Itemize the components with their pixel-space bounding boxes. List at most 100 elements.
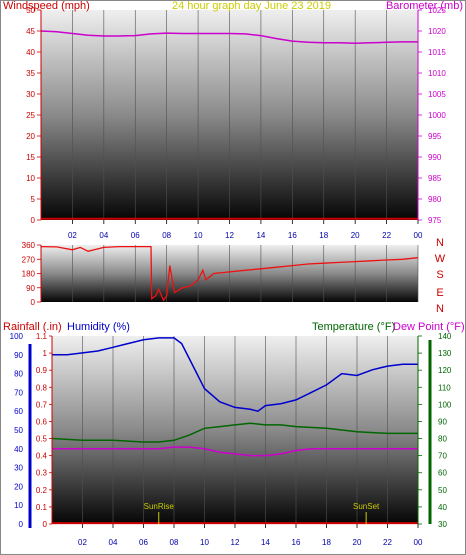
- humidity-tick-label: 60: [14, 407, 23, 416]
- rainfall-tick-label: 0.2: [36, 486, 48, 495]
- windspeed-tick-label: 5: [31, 195, 36, 204]
- rainfall-tick-label: 1.1: [36, 332, 48, 341]
- x-tick-label: 18: [319, 231, 328, 240]
- rainfall-axis-label: Rainfall (.in): [3, 321, 62, 333]
- direction-tick-label: 180: [22, 270, 36, 279]
- barometer-tick-label: 1015: [428, 48, 446, 57]
- rainfall-tick-label: 1: [43, 349, 48, 358]
- temperature-tick-label: 130: [438, 349, 452, 358]
- barometer-tick-label: 1000: [428, 111, 446, 120]
- x-tick-label: 06: [139, 538, 148, 547]
- windspeed-axis-label: Windspeed (mph): [3, 0, 90, 12]
- x-tick-label: 00: [414, 231, 423, 240]
- windspeed-tick-label: 35: [26, 69, 35, 78]
- x-tick-label: 04: [99, 231, 108, 240]
- x-tick-label: 14: [261, 538, 270, 547]
- humidity-tick-label: 20: [14, 482, 23, 491]
- humidity-tick-label: 90: [14, 351, 23, 360]
- x-tick-label: 16: [292, 538, 301, 547]
- direction-tick-label: 270: [22, 255, 36, 264]
- rainfall-tick-label: 0.9: [36, 366, 48, 375]
- sunset-label: SunSet: [353, 502, 380, 511]
- windspeed-tick-label: 45: [26, 27, 35, 36]
- temperature-tick-label: 110: [438, 383, 451, 392]
- rainfall-tick-label: 0.8: [36, 383, 48, 392]
- barometer-tick-label: 1025: [428, 6, 446, 15]
- temperature-tick-label: 70: [438, 452, 447, 461]
- compass-label: E: [436, 287, 443, 299]
- wind-direction-series-line: [40, 245, 419, 302]
- direction-tick-label: 360: [22, 241, 36, 250]
- x-tick-label: 10: [194, 231, 203, 240]
- rainfall-tick-label: 0.7: [36, 400, 48, 409]
- barometer-tick-label: 1010: [428, 69, 446, 78]
- x-tick-label: 20: [353, 538, 362, 547]
- windspeed-tick-label: 10: [26, 174, 35, 183]
- barometer-tick-label: 1020: [428, 27, 446, 36]
- barometer-tick-label: 975: [428, 216, 442, 225]
- temperature-tick-label: 80: [438, 435, 447, 444]
- windspeed-tick-label: 25: [26, 111, 35, 120]
- x-tick-label: 08: [170, 538, 179, 547]
- dewpoint-series-line: [52, 446, 418, 457]
- compass-label: N: [436, 303, 444, 315]
- humidity-tick-label: 0: [19, 520, 24, 529]
- windspeed-tick-label: 40: [26, 48, 35, 57]
- windspeed-tick-label: 15: [26, 153, 35, 162]
- humidity-tick-label: 30: [14, 464, 23, 473]
- barometer-tick-label: 990: [428, 153, 442, 162]
- x-tick-label: 06: [131, 231, 140, 240]
- temperature-tick-label: 100: [438, 400, 452, 409]
- sunrise-label: SunRise: [144, 502, 175, 511]
- humidity-tick-label: 40: [14, 445, 23, 454]
- x-tick-label: 16: [288, 231, 297, 240]
- humidity-tick-label: 70: [14, 388, 23, 397]
- barometer-tick-label: 995: [428, 132, 442, 141]
- rainfall-tick-label: 0.3: [36, 469, 48, 478]
- x-tick-label: 18: [322, 538, 331, 547]
- x-tick-label: 10: [200, 538, 209, 547]
- humidity-tick-label: 100: [10, 332, 24, 341]
- rainfall-tick-label: 0.5: [36, 435, 48, 444]
- x-tick-label: 12: [231, 538, 240, 547]
- humidity-tick-label: 50: [14, 426, 23, 435]
- barometer-tick-label: 1005: [428, 90, 446, 99]
- x-tick-label: 08: [162, 231, 171, 240]
- x-tick-label: 14: [256, 231, 265, 240]
- x-tick-label: 02: [78, 538, 87, 547]
- direction-tick-label: 0: [31, 298, 36, 307]
- rainfall-tick-label: 0: [43, 520, 48, 529]
- temperature-tick-label: 30: [438, 520, 447, 529]
- windspeed-tick-label: 50: [26, 6, 35, 15]
- barometer-tick-label: 985: [428, 174, 442, 183]
- barometer-series-line: [40, 30, 418, 44]
- rainfall-tick-label: 0.6: [36, 417, 48, 426]
- temperature-tick-label: 60: [438, 469, 447, 478]
- x-tick-label: 20: [351, 231, 360, 240]
- x-tick-label: 22: [383, 538, 392, 547]
- temperature-series-line: [51, 422, 418, 443]
- barometer-axis-label: Barometer (mb): [386, 0, 463, 12]
- temperature-tick-label: 40: [438, 503, 447, 512]
- windspeed-tick-label: 20: [26, 132, 35, 141]
- compass-label: W: [435, 253, 446, 265]
- x-tick-label: 22: [382, 231, 391, 240]
- x-tick-label: 02: [68, 231, 77, 240]
- x-tick-label: 12: [225, 231, 234, 240]
- temperature-axis-label: Temperature (°F): [312, 321, 395, 333]
- rainfall-tick-label: 0.4: [36, 452, 48, 461]
- temperature-tick-label: 140: [438, 332, 452, 341]
- rainfall-tick-label: 0.1: [36, 503, 48, 512]
- dewpoint-axis-label: Dew Point (°F): [393, 321, 465, 333]
- x-tick-label: 00: [414, 538, 423, 547]
- windspeed-tick-label: 0: [31, 216, 36, 225]
- compass-label: S: [436, 269, 443, 281]
- barometer-tick-label: 980: [428, 195, 442, 204]
- windspeed-tick-label: 30: [26, 90, 35, 99]
- temperature-tick-label: 90: [438, 417, 447, 426]
- compass-label: N: [436, 237, 444, 249]
- temperature-tick-label: 50: [438, 486, 447, 495]
- humidity-axis-label: Humidity (%): [67, 321, 130, 333]
